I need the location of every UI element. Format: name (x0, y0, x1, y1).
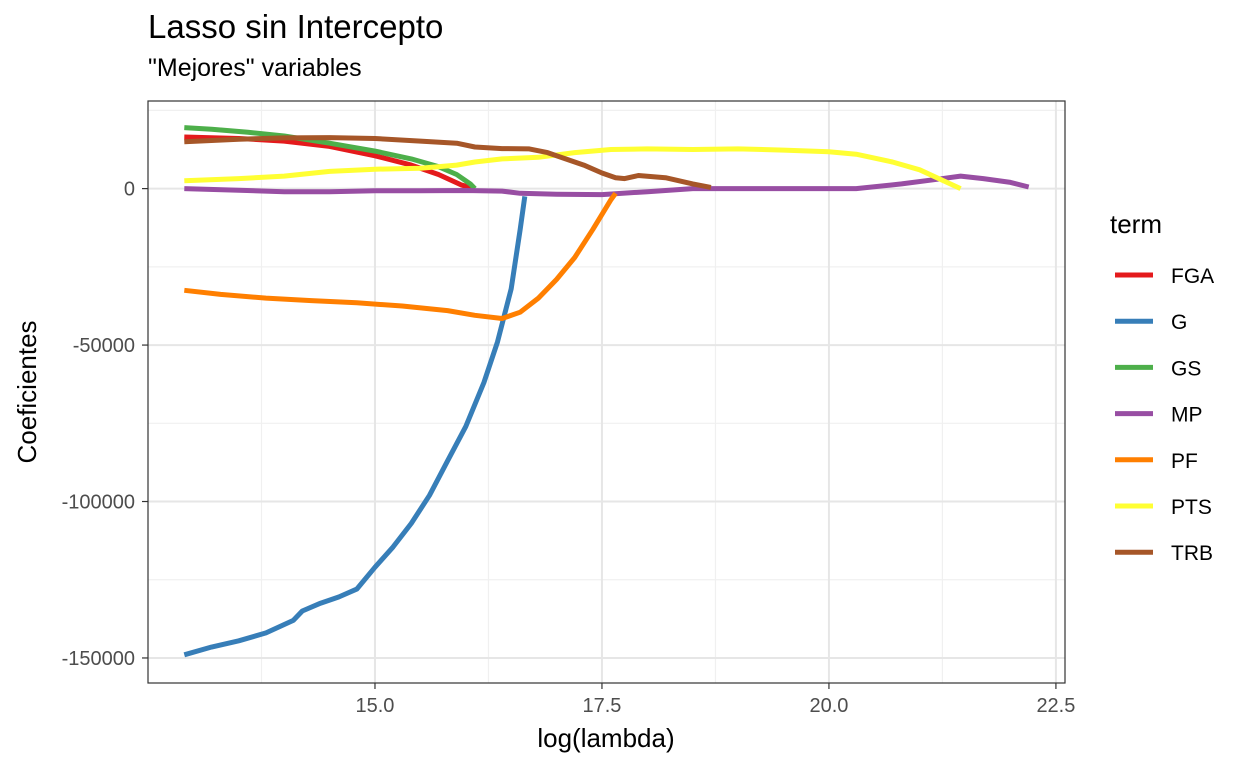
y-tick-label: -150000 (62, 648, 135, 670)
tick-layer: 15.0 17.5 20.0 22.5 0 -50000 -100000 -150000 (62, 179, 1076, 717)
x-tick-label: 17.5 (582, 695, 621, 717)
series-line-pts (184, 146, 962, 191)
y-axis-title: Coeficientes (12, 320, 42, 463)
series-line-g (183, 196, 528, 658)
y-tick-label: -50000 (73, 335, 135, 357)
x-tick-label: 15.0 (356, 695, 395, 717)
y-tick-label: -100000 (62, 492, 135, 514)
chart-title: Lasso sin Intercepto (148, 8, 444, 45)
x-axis-title: log(lambda) (537, 723, 674, 753)
x-tick-label: 22.5 (1036, 695, 1075, 717)
legend: term FGA G GS MP PF PTS TRB (1110, 209, 1214, 565)
legend-label-pts: PTS (1171, 496, 1212, 519)
series-line-mp (184, 173, 1030, 198)
legend-title: term (1110, 209, 1162, 239)
legend-label-mp: MP (1171, 404, 1203, 427)
panel-border (147, 100, 1066, 684)
x-tick-label: 20.0 (809, 695, 848, 717)
legend-label-g: G (1171, 311, 1187, 334)
series-layer (183, 125, 1030, 658)
chart-subtitle: "Mejores" variables (148, 54, 362, 82)
legend-label-pf: PF (1171, 450, 1198, 473)
y-tick-label: 0 (124, 179, 135, 201)
series-line-trb (184, 135, 712, 190)
series-line-pf (184, 191, 618, 321)
legend-label-trb: TRB (1171, 542, 1213, 565)
legend-label-gs: GS (1171, 357, 1201, 380)
series-line-gs (184, 125, 477, 191)
grid-layer (148, 101, 1065, 683)
legend-label-fga: FGA (1171, 265, 1214, 288)
